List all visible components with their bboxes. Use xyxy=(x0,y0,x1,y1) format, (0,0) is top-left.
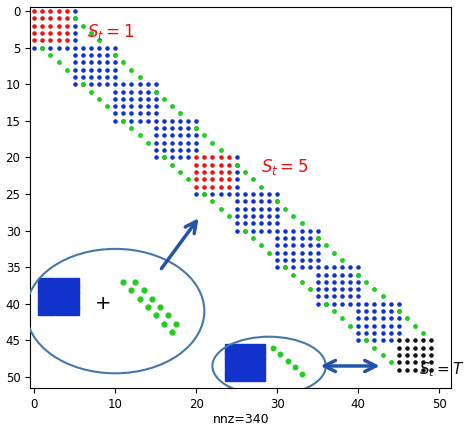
Text: $S_t = 1$: $S_t = 1$ xyxy=(87,22,134,42)
Text: $S_t = 5$: $S_t = 5$ xyxy=(261,157,308,178)
X-axis label: nnz=340: nnz=340 xyxy=(212,413,269,426)
Text: +: + xyxy=(95,294,111,313)
Text: $S_t = T$: $S_t = T$ xyxy=(419,360,465,379)
